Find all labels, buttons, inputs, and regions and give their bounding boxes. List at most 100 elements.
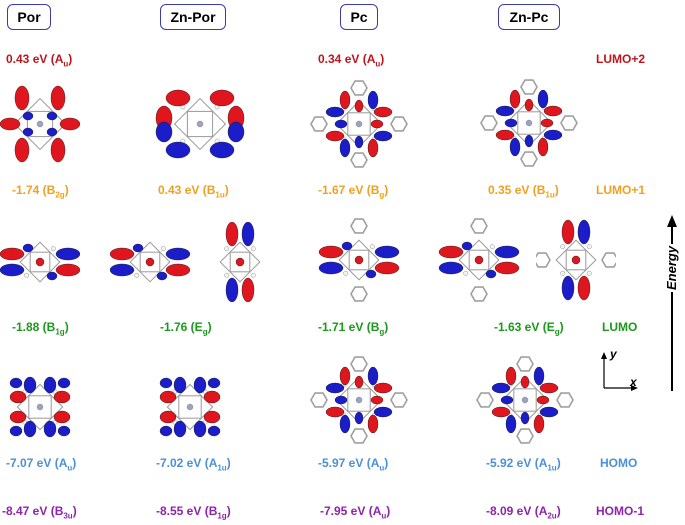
atom — [489, 244, 495, 250]
label-zn-pc-lumo1: 0.35 eV (B1u) — [488, 183, 559, 200]
orbital-lobe — [165, 141, 191, 159]
orbital-lobe — [325, 382, 345, 394]
orbital-zn-por-lumo2 — [155, 89, 245, 159]
orbital-lobe — [354, 135, 364, 149]
orbital-lobe — [165, 263, 190, 277]
orbital-lobe — [318, 261, 344, 275]
orbital-lobe — [354, 411, 364, 425]
label-por-homo: -7.07 eV (Au) — [6, 456, 77, 473]
label-pc-lumo: -1.71 eV (Bg) — [318, 320, 389, 337]
benzo-ring — [310, 392, 328, 408]
orbital-lobe — [438, 261, 464, 275]
bond-frame — [26, 110, 54, 138]
orbital-lobe — [495, 129, 515, 141]
orbital-lobe — [325, 106, 345, 118]
orbital-lobe — [22, 111, 34, 121]
orbital-pc-lumo2 — [310, 80, 408, 168]
orbital-lobe — [354, 255, 364, 265]
orbital-lobe — [203, 410, 221, 424]
orbital-lobe — [35, 257, 45, 267]
bond-frame — [139, 251, 161, 273]
atom — [36, 403, 44, 411]
benzo-ring — [350, 80, 368, 96]
orbital-lobe — [520, 375, 530, 389]
atom — [463, 270, 469, 276]
orbital-lobe — [533, 414, 545, 434]
bond-frame — [28, 395, 52, 419]
orbital-lobe — [561, 275, 575, 301]
orbital-lobe — [193, 376, 207, 394]
orbital-lobe — [159, 390, 177, 404]
orbital-lobe — [494, 245, 520, 259]
orbital-lobe — [241, 222, 255, 247]
orbital-lobe — [50, 85, 66, 111]
orbital-lobe — [339, 414, 351, 434]
orbital-lobe — [57, 377, 71, 389]
benzo-ring — [480, 115, 498, 131]
orbital-lobe — [504, 118, 518, 128]
orbital-zn-pc-lumo1-a — [438, 218, 520, 302]
atom — [250, 246, 256, 252]
bond-frame — [513, 388, 537, 412]
level-homo1: HOMO-1 — [596, 504, 644, 518]
orbital-lobe — [23, 420, 37, 438]
atom — [196, 120, 204, 128]
bond-frame — [347, 388, 371, 412]
orbital-lobe — [354, 99, 364, 113]
label-pc-lumo1: -1.67 eV (Bg) — [318, 183, 389, 200]
orbital-lobe — [491, 382, 511, 394]
orbital-lobe — [156, 271, 168, 281]
orbital-por-homo — [9, 376, 71, 438]
orbital-lobe — [339, 366, 351, 386]
orbital-lobe — [14, 137, 30, 163]
orbital-lobe — [132, 243, 144, 253]
bond-frame — [178, 395, 202, 419]
label-pc-homo1: -7.95 eV (Au) — [320, 504, 391, 521]
atom — [160, 246, 166, 252]
orbital-lobe — [509, 137, 521, 157]
orbital-lobe — [9, 377, 23, 389]
orbital-por-lumo2 — [0, 85, 80, 163]
label-pc-homo: -5.97 eV (Au) — [318, 456, 389, 473]
benzo-ring — [520, 151, 538, 167]
atom — [224, 246, 230, 252]
orbital-lobe — [159, 410, 177, 424]
orbital-zn-pc-homo — [476, 356, 574, 444]
level-lumo2: LUMO+2 — [596, 52, 646, 66]
bond-frame — [29, 251, 51, 273]
orbital-lobe — [0, 247, 25, 261]
orbital-lobe — [203, 390, 221, 404]
label-por-homo1: -8.47 eV (B3u) — [2, 504, 77, 521]
bond-frame — [517, 111, 541, 135]
label-zn-pc-homo1: -8.09 eV (A2u) — [486, 504, 561, 521]
atom — [36, 120, 44, 128]
orbital-lobe — [9, 390, 27, 404]
atom — [355, 396, 363, 404]
orbital-lobe — [370, 119, 384, 129]
label-zn-por-lumo: -1.76 (Eg) — [160, 320, 212, 337]
orbital-lobe — [207, 425, 221, 437]
atom — [355, 120, 363, 128]
orbital-lobe — [207, 377, 221, 389]
atom — [250, 272, 256, 278]
benzo-ring — [516, 428, 534, 444]
orbital-pc-lumo1 — [318, 218, 400, 302]
orbital-lobe — [539, 406, 559, 418]
orbital-lobe — [495, 105, 515, 117]
header-pc: Pc — [340, 4, 378, 30]
label-zn-pc-homo: -5.92 eV (A1u) — [486, 456, 561, 473]
orbital-lobe — [9, 425, 23, 437]
orbital-lobe — [334, 395, 348, 405]
orbital-lobe — [225, 277, 239, 302]
orbital-lobe — [325, 130, 345, 142]
benzo-ring — [350, 428, 368, 444]
orbital-lobe — [209, 89, 235, 107]
orbital-lobe — [494, 261, 520, 275]
label-por-lumo2: 0.43 eV (Au) — [6, 52, 73, 69]
orbital-lobe — [145, 257, 155, 267]
atom — [560, 244, 566, 250]
orbital-lobe — [537, 137, 549, 157]
orbital-lobe — [354, 375, 364, 389]
orbital-lobe — [55, 247, 80, 261]
orbital-lobe — [334, 119, 348, 129]
